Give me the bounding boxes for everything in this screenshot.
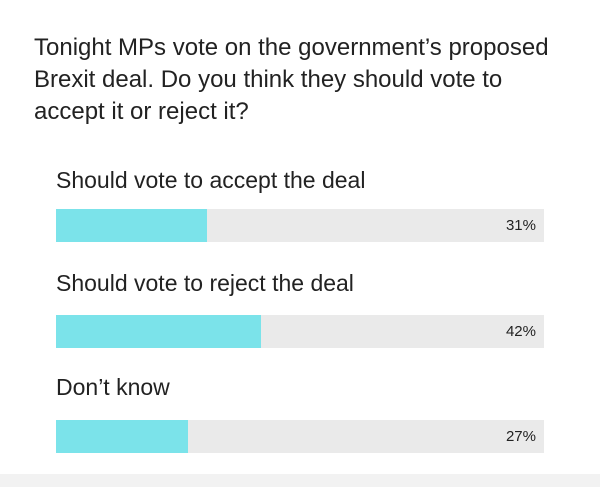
data-label: 42% [505,323,536,340]
option-label: Don’t know [56,374,170,400]
bar-track: 42% [56,315,544,348]
bar-track: 31% [56,209,544,242]
bar [56,209,207,242]
bar [56,420,188,453]
bar [56,315,261,348]
option-label: Should vote to reject the deal [56,270,354,296]
poll-question: Tonight MPs vote on the government’s pro… [34,34,549,125]
option-label: Should vote to accept the deal [56,167,366,193]
data-label: 27% [505,428,536,445]
bar-track: 27% [56,420,544,453]
footer-band [0,474,600,487]
data-label: 31% [505,217,536,234]
